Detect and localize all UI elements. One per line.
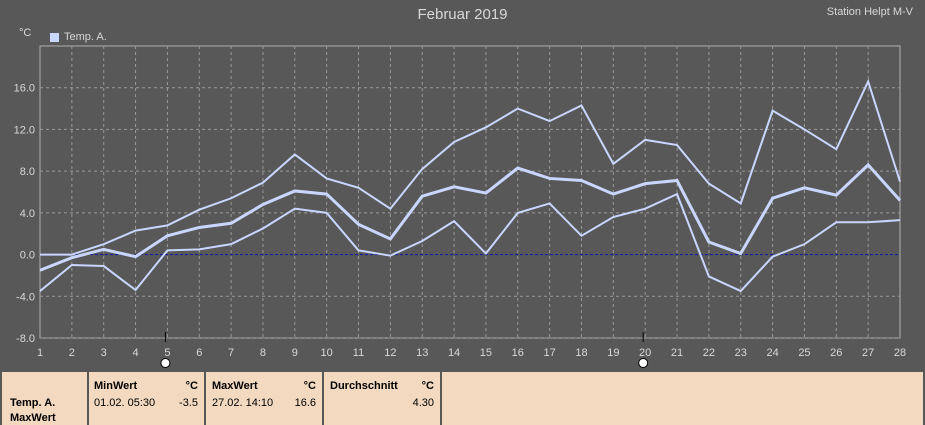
line-chart: 1 2 3 4 5 6 7 8 9 10 11 12 13 14 15 16 17 18 19 20 21 22 23 24 2… [14,45,906,368]
x-tick-label: 26 [830,347,842,359]
x-tick-label: 3 [101,347,107,359]
max-cell: MaxWert °C 27.02. 14:10 16.6 [206,372,322,425]
y-tick-label: 8.0 [20,166,35,178]
x-tick-label: 14 [448,347,460,359]
avg-value: 4.30 [412,397,434,409]
x-tick-label: 19 [607,347,619,359]
empty-cell [442,372,923,425]
avg-unit: °C [421,380,434,392]
x-tick-label: 20 [639,347,651,359]
chart-area: Februar 2019 Station Helpt M-V °C Temp. … [13,6,913,368]
week-marker-icon [638,358,649,368]
y-tick-label: 4.0 [20,208,35,220]
station-label: Station Helpt M-V [826,6,913,18]
y-tick-label: 16.0 [14,83,35,95]
x-tick-label: 24 [766,347,778,359]
min-value: -3.5 [179,397,198,409]
series-line-max [40,78,901,256]
chart-title: Februar 2019 [417,6,508,23]
row-label-cell: Temp. A. MaxWert [2,372,87,425]
series-line-min [39,192,901,293]
x-tick-label: 16 [512,347,524,359]
y-unit-label: °C [19,27,32,39]
x-tick-label: 4 [132,347,138,359]
min-cell: MinWert °C 01.02. 05:30 -3.5 [89,372,204,425]
x-tick-label: 8 [260,347,266,359]
x-tick-label: 22 [703,347,715,359]
x-tick-label: 28 [894,347,906,359]
x-tick-label: 12 [384,347,396,359]
row-label-series: Temp. A. [10,397,56,409]
avg-header: Durchschnitt [330,380,398,392]
x-tick-label: 11 [353,347,364,359]
x-tick-label: 27 [862,347,874,359]
max-unit: °C [303,380,316,392]
y-tick-label: 0.0 [20,250,35,262]
x-tick-label: 18 [575,347,587,359]
row-label-type: MaxWert [10,412,56,424]
x-tick-label: 25 [798,347,810,359]
max-header: MaxWert [212,380,258,392]
min-header: MinWert [94,380,138,392]
x-tick-label: 17 [544,347,556,359]
min-unit: °C [185,380,198,392]
y-tick-label: -4.0 [16,291,35,303]
stats-table: Temp. A. MaxWert MinWert °C 01.02. 05:30… [0,370,925,425]
y-tick-label: 12.0 [14,124,35,136]
min-time: 01.02. 05:30 [94,397,156,409]
avg-cell: Durchschnitt °C 4.30 [324,372,440,425]
week-marker-icon [160,358,171,368]
x-tick-label: 15 [480,347,492,359]
legend-label: Temp. A. [64,31,107,43]
x-tick-label: 5 [164,347,170,359]
x-tick-label: 10 [321,347,333,359]
series-line-avg [39,162,902,272]
x-tick-label: 2 [69,347,75,359]
x-tick-label: 9 [292,347,298,359]
x-tick-label: 21 [671,347,683,359]
max-time: 27.02. 14:10 [212,397,274,409]
plot-frame [39,45,901,339]
legend-swatch [50,32,59,42]
legend: Temp. A. [50,31,107,43]
x-tick-label: 23 [735,347,747,359]
x-tick-label: 1 [37,347,43,359]
max-value: 16.6 [294,397,316,409]
x-tick-label: 13 [416,347,428,359]
y-tick-label: -8.0 [16,333,35,345]
x-tick-label: 7 [228,347,234,359]
x-tick-label: 6 [196,347,202,359]
